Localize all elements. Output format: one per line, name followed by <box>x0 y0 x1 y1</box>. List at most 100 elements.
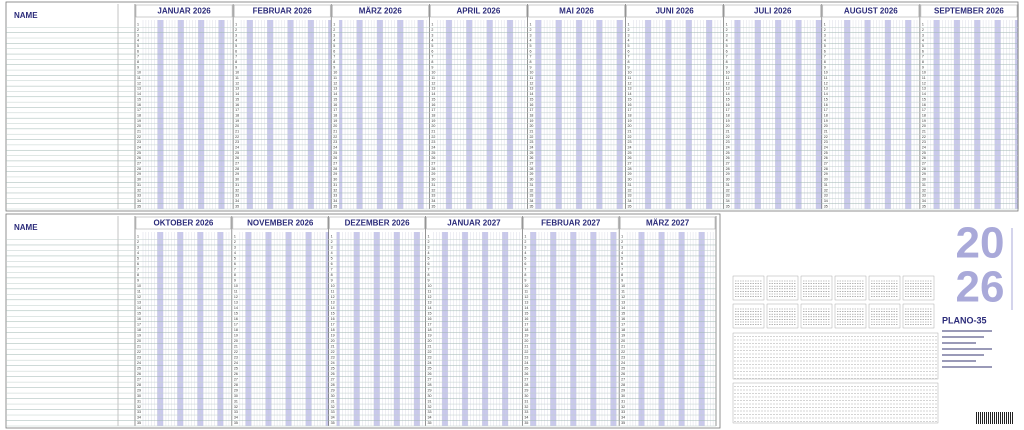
weekend-stripe <box>553 232 557 426</box>
row-number: 10 <box>137 284 141 288</box>
row-number: 14 <box>331 306 335 310</box>
weekend-stripe <box>576 20 580 209</box>
row-number: 31 <box>235 183 239 187</box>
row-number: 28 <box>524 383 528 387</box>
row-number: 13 <box>628 87 632 91</box>
row-number: 2 <box>431 28 433 32</box>
row-number: 19 <box>922 119 926 123</box>
weekend-stripe <box>798 20 802 209</box>
weekend-stripe <box>658 232 662 426</box>
row-number: 20 <box>137 339 141 343</box>
weekend-stripe <box>775 20 779 209</box>
row-number: 26 <box>628 156 632 160</box>
row-number: 10 <box>529 71 533 75</box>
row-number: 12 <box>137 81 141 85</box>
row-number: 7 <box>137 268 139 272</box>
weekend-stripe <box>507 20 511 209</box>
weekend-stripe <box>778 20 782 209</box>
row-number: 19 <box>628 119 632 123</box>
row-number: 33 <box>524 410 528 414</box>
row-number: 28 <box>331 383 335 387</box>
row-number: 4 <box>333 39 335 43</box>
row-number: 8 <box>234 273 236 277</box>
row-number: 11 <box>333 76 337 80</box>
row-number: 32 <box>137 405 141 409</box>
row-number: 2 <box>621 240 623 244</box>
row-number: 8 <box>922 60 924 64</box>
row-number: 31 <box>431 183 435 187</box>
row-number: 18 <box>726 113 730 117</box>
row-number: 24 <box>922 146 926 150</box>
row-number: 17 <box>524 322 528 326</box>
mini-calendar <box>766 275 799 301</box>
row-number: 32 <box>726 188 730 192</box>
row-number: 5 <box>529 44 531 48</box>
row-number: 8 <box>333 60 335 64</box>
row-number: 1 <box>726 23 728 27</box>
month-title: APRIL 2026 <box>456 7 500 16</box>
row-number: 10 <box>621 284 625 288</box>
month-header <box>135 4 233 18</box>
year-top: 20 <box>956 219 1005 268</box>
row-number: 9 <box>922 65 924 69</box>
row-number: 35 <box>234 421 238 425</box>
row-number: 30 <box>824 178 828 182</box>
row-number: 30 <box>726 178 730 182</box>
weekend-stripe <box>619 20 623 209</box>
row-number: 24 <box>726 146 730 150</box>
row-number: 21 <box>524 344 528 348</box>
row-number: 25 <box>824 151 828 155</box>
mini-calendar <box>902 303 935 329</box>
row-number: 19 <box>235 119 239 123</box>
row-number: 12 <box>529 81 533 85</box>
row-number: 28 <box>234 383 238 387</box>
row-number: 34 <box>235 199 239 203</box>
row-number: 32 <box>331 405 335 409</box>
row-number: 8 <box>431 60 433 64</box>
weekend-stripe <box>533 232 537 426</box>
row-number: 17 <box>431 108 435 112</box>
row-number: 24 <box>431 146 435 150</box>
row-number: 8 <box>824 60 826 64</box>
weekend-stripe <box>246 20 250 209</box>
row-number: 21 <box>922 129 926 133</box>
row-number: 32 <box>333 188 337 192</box>
row-number: 5 <box>621 257 623 261</box>
row-number: 15 <box>621 311 625 315</box>
row-number: 12 <box>824 81 828 85</box>
row-number: 32 <box>628 188 632 192</box>
row-number: 20 <box>137 124 141 128</box>
row-number: 12 <box>137 295 141 299</box>
weekend-stripe <box>359 20 363 209</box>
row-number: 21 <box>726 129 730 133</box>
weekend-stripe <box>977 20 981 209</box>
weekend-stripe <box>706 20 710 209</box>
row-number: 1 <box>621 235 623 239</box>
weekend-stripe <box>379 20 383 209</box>
row-number: 30 <box>529 178 533 182</box>
weekend-stripe <box>462 232 466 426</box>
row-number: 2 <box>428 240 430 244</box>
row-number: 1 <box>524 235 526 239</box>
row-number: 29 <box>331 388 335 392</box>
row-number: 23 <box>137 355 141 359</box>
row-number: 28 <box>824 167 828 171</box>
weekend-stripe <box>994 20 998 209</box>
weekend-stripe <box>377 20 380 209</box>
weekend-stripe <box>661 232 665 426</box>
row-number: 28 <box>137 167 141 171</box>
row-number: 24 <box>524 361 528 365</box>
row-number: 18 <box>234 328 238 332</box>
row-number: 14 <box>824 92 828 96</box>
row-number: 5 <box>235 44 237 48</box>
row-number: 17 <box>137 108 141 112</box>
row-number: 7 <box>431 55 433 59</box>
row-number: 14 <box>428 306 432 310</box>
weekend-stripe <box>885 20 888 209</box>
row-number: 11 <box>235 76 239 80</box>
weekend-stripe <box>864 20 868 209</box>
row-number: 3 <box>333 33 335 37</box>
row-number: 9 <box>524 279 526 283</box>
row-number: 8 <box>137 273 139 277</box>
row-number: 24 <box>529 146 533 150</box>
